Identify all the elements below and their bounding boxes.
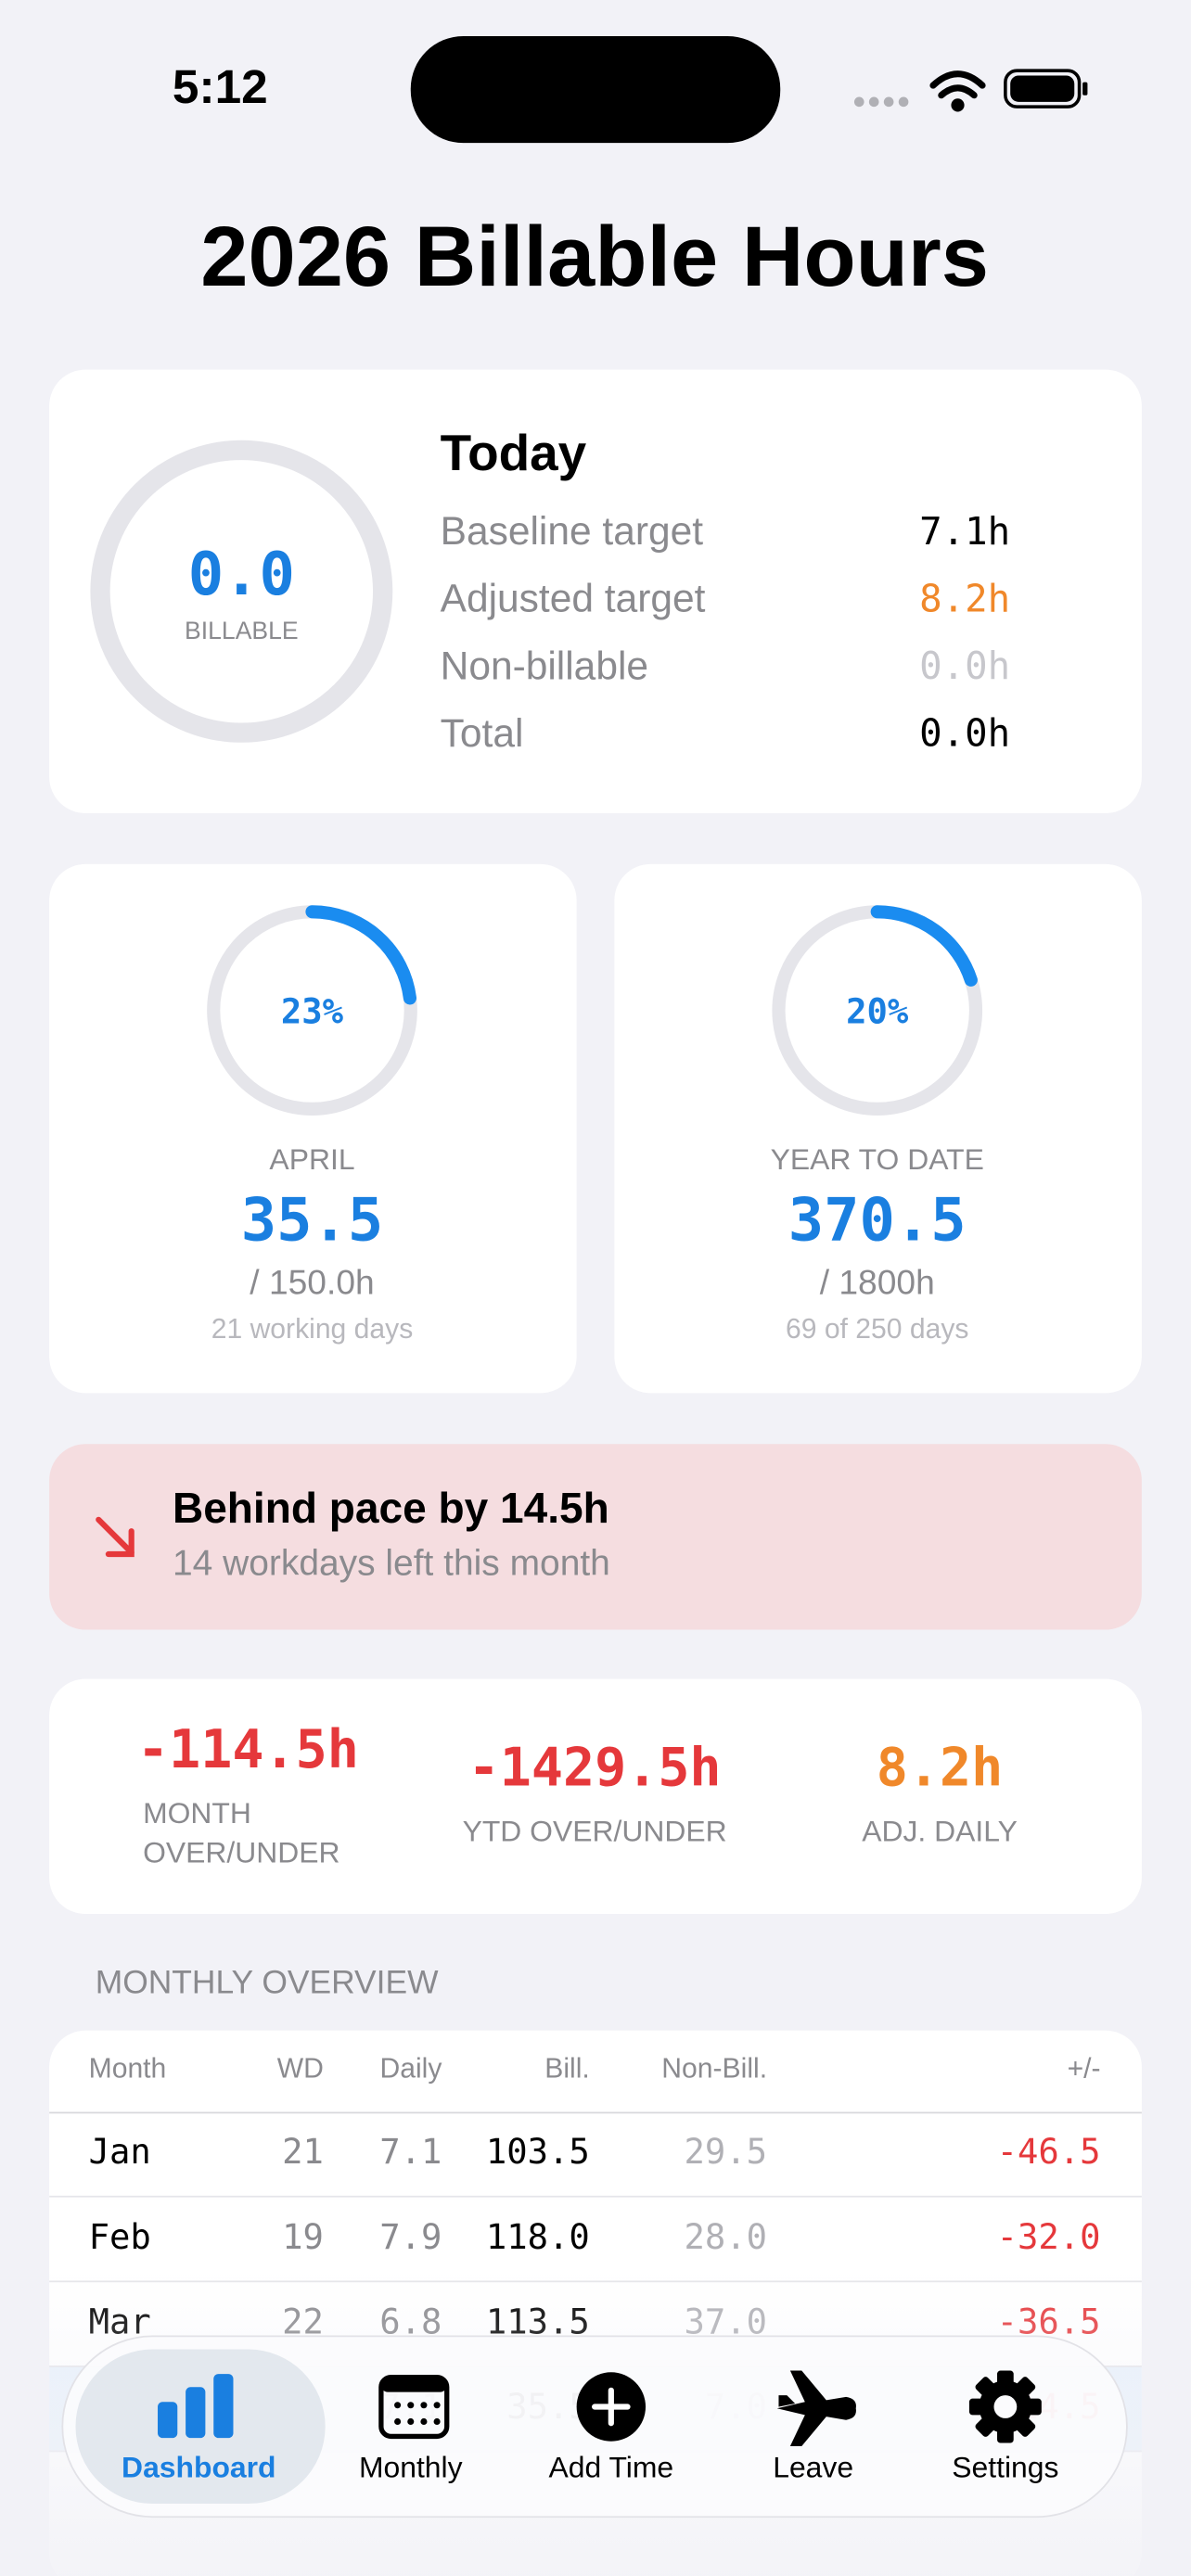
page-title: 2026 Billable Hours	[200, 209, 989, 304]
table-cell: 19	[282, 2216, 324, 2257]
today-row-value: 7.1h	[919, 509, 1010, 554]
today-row-value: 0.0h	[919, 644, 1010, 688]
today-caption: BILLABLE	[185, 617, 299, 644]
today-row-label: Baseline target	[441, 510, 704, 554]
tab-label[interactable]: Monthly	[359, 2450, 463, 2483]
progress-arc	[207, 905, 417, 1116]
today-row-label: Adjusted target	[441, 578, 706, 621]
table-cell: 7.1	[379, 2131, 442, 2172]
tab-label[interactable]: Dashboard	[122, 2450, 275, 2483]
stat-label: MONTH	[143, 1796, 251, 1830]
progress-note: 21 working days	[211, 1314, 414, 1345]
today-value: 0.0	[188, 541, 295, 609]
progress-target: / 1800h	[820, 1262, 935, 1301]
progress-target: / 150.0h	[250, 1262, 374, 1301]
pace-subtitle: 14 workdays left this month	[173, 1544, 610, 1584]
column-header: Daily	[379, 2053, 442, 2084]
progress-percent: 20%	[846, 991, 909, 1032]
table-cell: 118.0	[486, 2216, 590, 2257]
progress-label: APRIL	[269, 1142, 354, 1176]
table-cell: 28.0	[685, 2216, 768, 2257]
stats-card	[49, 1678, 1142, 1915]
dashboard-icon	[158, 2374, 234, 2439]
stat-label: ADJ. DAILY	[862, 1815, 1018, 1848]
add-icon	[576, 2372, 647, 2442]
progress-card	[614, 863, 1142, 1394]
tab-label[interactable]: Settings	[952, 2450, 1058, 2483]
table-cell: Feb	[89, 2216, 151, 2257]
progress-label: YEAR TO DATE	[771, 1142, 984, 1176]
tab-label[interactable]: Add Time	[549, 2450, 674, 2483]
monthly-icon	[378, 2374, 450, 2440]
column-header: +/-	[1068, 2053, 1101, 2084]
pace-title: Behind pace by 14.5h	[173, 1484, 609, 1532]
column-header: WD	[277, 2053, 324, 2084]
dynamic-island	[410, 35, 781, 144]
table-cell: 103.5	[486, 2131, 590, 2172]
today-row-label: Non-billable	[441, 644, 648, 688]
table-cell: -46.5	[997, 2131, 1101, 2172]
tab-label[interactable]: Leave	[773, 2450, 853, 2483]
status-time: 5:12	[173, 60, 268, 113]
stat-value: -114.5h	[137, 1719, 359, 1780]
signal-icon	[853, 96, 909, 108]
wifi-icon	[929, 70, 986, 112]
progress-value: 370.5	[788, 1186, 967, 1255]
progress-card	[49, 863, 577, 1394]
battery-icon	[1004, 69, 1088, 108]
section-heading: MONTHLY OVERVIEW	[96, 1964, 439, 2001]
today-heading: Today	[441, 424, 587, 481]
progress-value: 35.5	[241, 1186, 384, 1255]
stat-label: OVER/UNDER	[143, 1836, 339, 1869]
table-cell: 7.9	[379, 2216, 442, 2257]
stat-label: YTD OVER/UNDER	[463, 1815, 727, 1848]
progress-note: 69 of 250 days	[786, 1314, 969, 1345]
pace-arrow	[96, 1516, 134, 1558]
progress-percent: 23%	[281, 991, 344, 1032]
table-cell: 21	[282, 2131, 324, 2172]
progress-arc	[772, 905, 983, 1116]
today-row-label: Total	[441, 712, 524, 756]
table-cell: Jan	[89, 2131, 151, 2172]
today-row-value: 8.2h	[919, 576, 1010, 620]
today-ring	[90, 440, 393, 743]
stat-value: -1429.5h	[468, 1737, 722, 1798]
settings-icon	[968, 2370, 1042, 2443]
column-header: Bill.	[544, 2053, 590, 2084]
today-row-value: 0.0h	[919, 711, 1010, 756]
stat-value: 8.2h	[877, 1737, 1003, 1798]
column-header: Month	[89, 2053, 167, 2084]
table-cell: 29.5	[685, 2131, 768, 2172]
pace-banner	[49, 1444, 1142, 1630]
leave-icon	[776, 2370, 856, 2447]
column-header: Non-Bill.	[661, 2053, 767, 2084]
table-cell: -32.0	[997, 2216, 1101, 2257]
